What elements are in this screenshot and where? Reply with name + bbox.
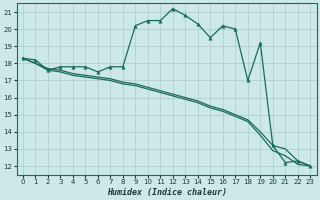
X-axis label: Humidex (Indice chaleur): Humidex (Indice chaleur)	[107, 188, 227, 197]
